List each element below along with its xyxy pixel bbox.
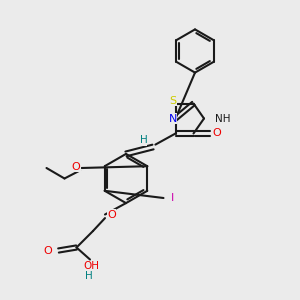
Text: OH: OH [83,261,100,271]
Text: O: O [107,209,116,220]
Text: I: I [171,193,174,203]
Text: N: N [169,113,177,124]
Text: O: O [43,245,52,256]
Text: S: S [169,96,177,106]
Text: NH: NH [215,113,231,124]
Text: H: H [140,135,147,146]
Text: O: O [212,128,221,139]
Text: O: O [72,161,81,172]
Text: H: H [85,271,92,281]
